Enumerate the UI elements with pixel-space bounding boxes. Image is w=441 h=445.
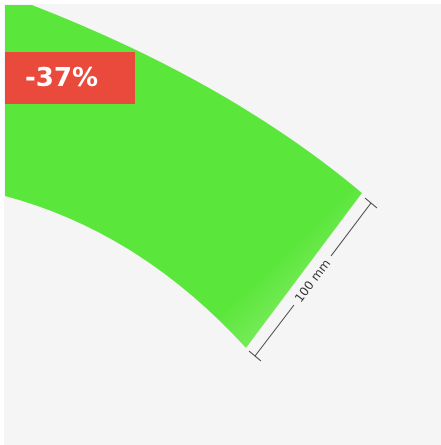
dimension-line xyxy=(248,197,378,362)
discount-badge: -37% xyxy=(5,52,135,104)
